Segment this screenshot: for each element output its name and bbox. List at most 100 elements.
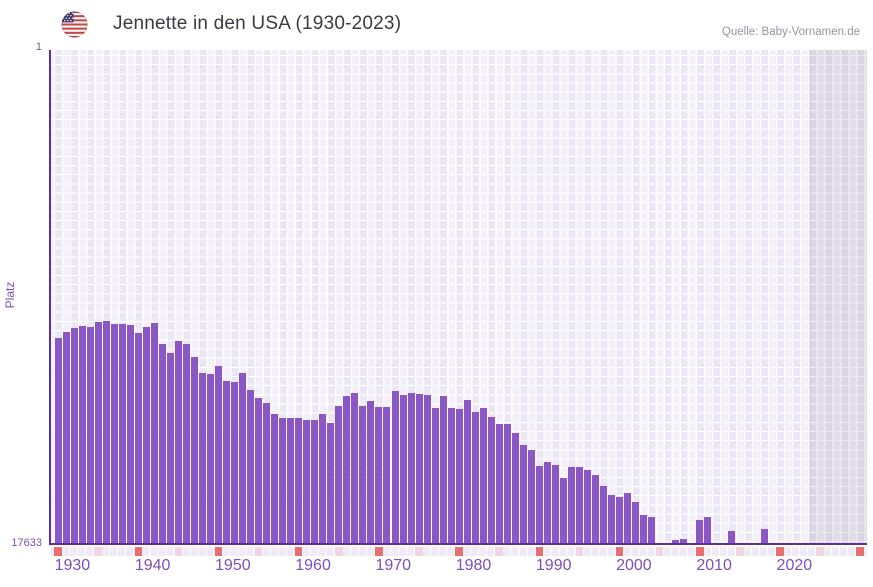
bar-1935 xyxy=(94,321,102,543)
plot-area xyxy=(49,50,867,545)
bar-1987 xyxy=(511,432,519,543)
x-tick-label-1940: 1940 xyxy=(134,557,171,574)
bar-2002 xyxy=(632,502,640,543)
bar-1930 xyxy=(54,338,62,543)
bar-1970 xyxy=(375,407,383,543)
bar-1999 xyxy=(608,495,616,543)
x-tick-major-2000 xyxy=(615,547,624,556)
bar-1950 xyxy=(215,365,223,543)
bar-1941 xyxy=(142,326,150,543)
bar-1934 xyxy=(86,326,94,543)
x-tick-label-1960: 1960 xyxy=(295,557,331,574)
bar-1951 xyxy=(223,380,231,543)
bar-1957 xyxy=(271,414,279,543)
bar-1993 xyxy=(559,478,567,543)
bar-1969 xyxy=(367,400,375,543)
x-tick-minor-1935 xyxy=(94,547,102,556)
bar-1948 xyxy=(198,372,206,543)
x-tick-label-2000: 2000 xyxy=(616,557,652,574)
x-tick-major-2010 xyxy=(696,547,704,556)
bar-2000 xyxy=(616,497,624,543)
bar-1981 xyxy=(463,399,471,543)
x-tick-major-1990 xyxy=(535,547,544,556)
x-tick-minor-1995 xyxy=(575,547,584,556)
bar-1975 xyxy=(415,393,423,543)
bar-2011 xyxy=(704,517,712,543)
bar-1965 xyxy=(335,405,343,543)
y-axis-bottom-label: 17633 xyxy=(11,537,42,549)
bar-1984 xyxy=(487,416,495,543)
bar-1980 xyxy=(455,409,463,543)
bar-1966 xyxy=(343,395,351,543)
bar-1994 xyxy=(567,467,575,543)
future-years-band xyxy=(808,50,867,543)
bar-2003 xyxy=(640,515,648,543)
us-flag-icon xyxy=(61,11,88,38)
x-tick-major-1950 xyxy=(214,547,223,556)
bar-1945 xyxy=(174,340,182,543)
bar-1937 xyxy=(110,323,118,543)
x-tick-minor-2025 xyxy=(816,547,824,556)
bar-1972 xyxy=(391,390,399,543)
bar-1936 xyxy=(102,320,110,543)
bar-1976 xyxy=(423,394,431,543)
bar-1958 xyxy=(279,417,287,543)
bar-1982 xyxy=(471,411,479,543)
bar-2014 xyxy=(728,531,736,543)
bar-1997 xyxy=(592,475,600,543)
x-tick-major-2020 xyxy=(776,547,784,556)
x-tick-label-1950: 1950 xyxy=(215,557,251,574)
bar-1954 xyxy=(247,389,255,543)
x-tick-minor-1975 xyxy=(415,547,423,556)
bar-1933 xyxy=(78,325,86,543)
x-tick-label-1930: 1930 xyxy=(54,557,91,574)
bar-1956 xyxy=(263,402,271,543)
bar-2001 xyxy=(624,493,632,543)
bar-1991 xyxy=(543,462,551,543)
bar-1960 xyxy=(295,417,303,543)
bar-1942 xyxy=(150,322,158,543)
bar-1985 xyxy=(495,424,503,543)
bar-1992 xyxy=(551,465,559,543)
bar-1979 xyxy=(447,408,455,543)
bar-2008 xyxy=(680,539,688,543)
bar-1995 xyxy=(576,467,583,543)
bar-1943 xyxy=(158,343,166,543)
y-axis-top-label: 1 xyxy=(35,41,42,53)
x-tick-minor-1955 xyxy=(254,547,263,556)
x-tick-minor-1945 xyxy=(174,547,183,556)
bar-1968 xyxy=(359,405,367,543)
bar-1973 xyxy=(399,394,407,543)
bar-1998 xyxy=(600,486,608,543)
bar-2007 xyxy=(672,540,680,543)
x-axis-tick-strip xyxy=(51,547,867,556)
bar-1988 xyxy=(519,445,527,543)
bar-1967 xyxy=(351,392,359,543)
x-tick-label-1980: 1980 xyxy=(455,557,492,574)
x-tick-minor-1965 xyxy=(335,547,343,556)
source-credit: Quelle: Baby-Vornamen.de xyxy=(721,26,860,38)
bar-1983 xyxy=(479,408,487,543)
bar-1939 xyxy=(126,324,134,543)
bar-1962 xyxy=(311,419,319,543)
bar-1963 xyxy=(319,414,327,543)
x-axis-labels: 1930 1940 1950 1960 1970 1980 1990 2000 2010 2020 xyxy=(51,557,867,579)
x-tick-label-1970: 1970 xyxy=(375,557,412,574)
bar-1978 xyxy=(439,395,447,543)
x-tick-major-1930 xyxy=(54,547,62,556)
x-tick-minor-2015 xyxy=(736,547,744,556)
bar-2004 xyxy=(648,517,656,543)
bar-1959 xyxy=(287,417,295,543)
bar-1944 xyxy=(166,352,174,543)
bar-1990 xyxy=(535,466,543,543)
bar-1940 xyxy=(134,332,142,543)
x-tick-label-1990: 1990 xyxy=(535,557,572,574)
bar-1961 xyxy=(303,420,311,543)
x-tick-major-1970 xyxy=(375,547,383,556)
x-tick-minor-1985 xyxy=(495,547,503,556)
x-tick-label-2010: 2010 xyxy=(696,557,732,574)
x-tick-major-1960 xyxy=(294,547,303,556)
bar-1947 xyxy=(190,356,198,543)
chart-title: Jennette in den USA (1930-2023) xyxy=(113,13,402,34)
